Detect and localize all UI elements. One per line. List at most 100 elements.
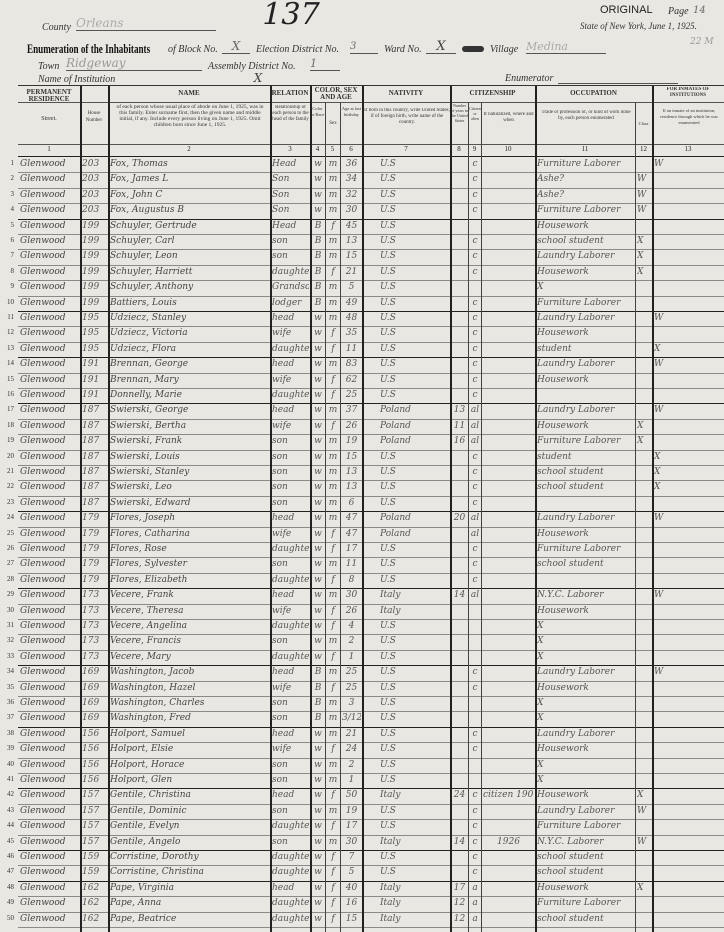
cell-occupation: Furniture Laborer (537, 544, 621, 554)
cell-sex: m (328, 405, 338, 416)
cell-age: 47 (345, 528, 358, 539)
cell-house-number: 187 (82, 482, 100, 493)
election-district-value: 3 (350, 40, 378, 54)
cell-house-number: 179 (82, 574, 100, 585)
cell-age: 21 (345, 728, 358, 739)
crossed-out-city-label (462, 46, 484, 52)
cell-age: 24 (345, 744, 358, 755)
cell-sex: f (331, 328, 335, 339)
ward-value: X (426, 40, 456, 54)
cell-relation: son (272, 467, 288, 477)
row-number: 48 (7, 882, 14, 891)
cell-nativity: Italy (380, 836, 401, 847)
cell-age: 35 (345, 328, 358, 339)
cell-relation: daughter (272, 343, 309, 354)
county-value: Orleans (76, 17, 216, 31)
cell-inmate-residence: X (654, 451, 661, 462)
cell-sex: m (328, 497, 338, 508)
cell-street: Glenwood (20, 574, 66, 585)
row-number: 14 (7, 359, 14, 368)
cell-years-in-us: 13 (453, 405, 466, 416)
row-number: 21 (7, 467, 14, 475)
cell-nativity: Poland (380, 420, 411, 431)
corner-number: 22 M (690, 37, 714, 47)
cell-color: w (314, 728, 322, 739)
cell-citizenship: c (472, 189, 478, 200)
cell-relation: daughter (272, 621, 309, 631)
cell-street: Glenwood (20, 898, 66, 909)
cell-occupation: Laundry Laborer (537, 728, 615, 739)
cell-street: Glenwood (20, 313, 66, 323)
county-label: County (42, 22, 71, 33)
cell-name: Brennan, Mary (110, 374, 179, 385)
header-name: NAME (178, 90, 200, 97)
cell-occupation: X (537, 636, 544, 647)
row-number: 18 (7, 420, 14, 429)
cell-house-number: 187 (82, 405, 100, 416)
cell-name: Fox, John C (110, 189, 163, 200)
cell-street: Glenwood (20, 497, 66, 508)
table-row: Glenwood 162 Pape, Virginia head w f 40 Italy 17… (18, 881, 724, 898)
cell-color: w (314, 852, 322, 862)
row-number: 8 (10, 266, 15, 275)
cell-color: w (314, 790, 322, 801)
cell-name: Flores, Joseph (110, 513, 176, 524)
cell-street: Glenwood (20, 482, 66, 493)
row-number: 10 (7, 297, 14, 306)
cell-sex: f (331, 528, 335, 539)
cell-occupation: X (537, 759, 544, 770)
table-row: Glenwood 179 Flores, Elizabeth daughter wf 8 U… (18, 573, 724, 590)
cell-age: 2 (348, 636, 355, 647)
cell-house-number: 156 (82, 728, 100, 739)
column-number: 7 (404, 145, 408, 153)
cell-name: Holport, Samuel (110, 728, 186, 739)
cell-color: B (314, 251, 322, 262)
cell-nativity: U.S (380, 775, 396, 785)
cell-color: w (314, 759, 322, 770)
cell-sex: f (331, 898, 335, 909)
cell-class: X (637, 420, 644, 431)
table-row: Glenwood 157 Gentile, Angelo son w m 30 Italy 14… (18, 835, 724, 851)
block-label: of Block No. (168, 44, 218, 55)
cell-house-number: 173 (82, 590, 100, 601)
cell-sex: m (328, 313, 338, 323)
cell-relation: son (272, 451, 288, 462)
cell-color: w (314, 821, 322, 832)
cell-name: Vecere, Theresa (110, 605, 184, 616)
cell-sex: m (328, 251, 338, 262)
table-row: Glenwood 195 Udziecz, Stanley head w m 48 U.S c L… (18, 311, 724, 328)
cell-name: Udziecz, Flora (110, 343, 177, 354)
cell-house-number: 157 (82, 836, 100, 847)
cell-street: Glenwood (20, 805, 66, 816)
cell-age: 50 (345, 790, 358, 801)
header-divider (18, 156, 724, 157)
cell-occupation: Housework (537, 328, 589, 339)
cell-name: Fox, Thomas (110, 159, 168, 169)
state-line: State of New York, June 1, 1925. (580, 21, 697, 31)
cell-color: w (314, 159, 322, 169)
cell-occupation: school student (537, 559, 604, 570)
cell-age: 45 (345, 220, 358, 231)
cell-house-number: 162 (82, 898, 100, 909)
cell-occupation: school student (537, 236, 604, 246)
row-number: 17 (7, 405, 14, 414)
cell-sex: f (331, 821, 335, 832)
cell-relation: head (272, 513, 295, 524)
cell-sex: m (328, 775, 338, 785)
cell-house-number: 199 (82, 297, 100, 308)
cell-relation: son (272, 713, 288, 724)
cell-citizenship: c (472, 574, 478, 585)
cell-relation: Son (272, 174, 290, 185)
cell-relation: head (272, 667, 295, 678)
cell-nativity: U.S (380, 189, 396, 200)
table-row: Glenwood 173 Vecere, Frank head w m 30 Italy 14 a… (18, 588, 724, 605)
cell-relation: son (272, 759, 288, 770)
cell-occupation: student (537, 343, 572, 354)
table-row: Glenwood 179 Flores, Catharina wife w f 47 Pola… (18, 527, 724, 543)
cell-nativity: U.S (380, 482, 396, 493)
cell-name: Swierski, George (110, 405, 189, 416)
cell-occupation: Laundry Laborer (537, 805, 615, 816)
cell-relation: daughter (272, 574, 309, 585)
